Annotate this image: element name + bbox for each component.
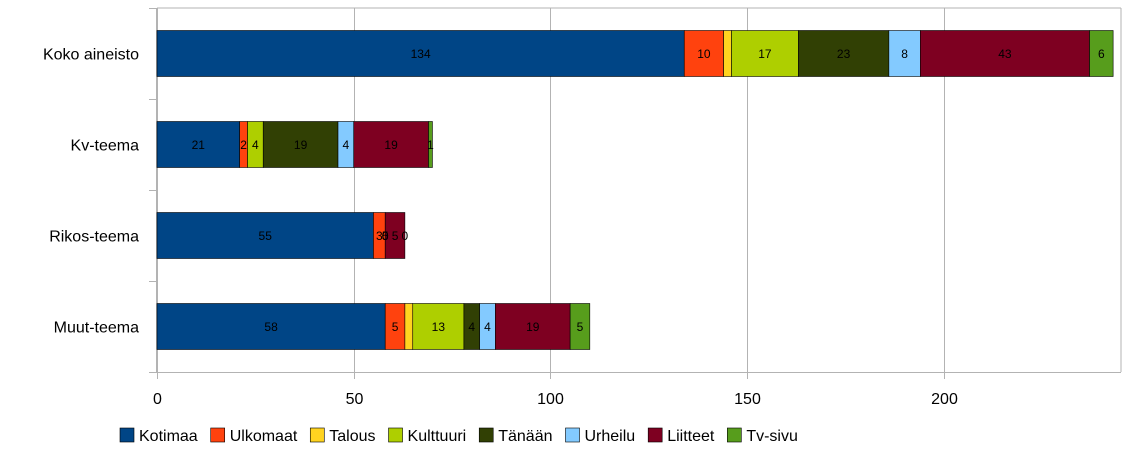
data-label-kotimaa-3: 58 bbox=[264, 320, 278, 334]
x-tick-label-0: 0 bbox=[153, 391, 162, 408]
legend-label-3: Kulttuuri bbox=[408, 428, 467, 445]
data-label-kulttuuri-2: 0 bbox=[382, 229, 389, 243]
data-label-tv-sivu-2: 0 bbox=[402, 229, 409, 243]
x-tick-label-1: 50 bbox=[346, 391, 364, 408]
bar-t-n-n-1 bbox=[262, 121, 339, 168]
legend-label-6: Liitteet bbox=[667, 428, 715, 445]
legend-label-0: Kotimaa bbox=[139, 428, 198, 445]
legend-label-5: Urheilu bbox=[585, 428, 636, 445]
bar-talous-3 bbox=[404, 303, 414, 350]
data-label-kulttuuri-0: 17 bbox=[758, 47, 772, 61]
legend-label-4: Tänään bbox=[498, 428, 552, 445]
data-label-t-n-n-1: 19 bbox=[294, 138, 308, 152]
data-label-kulttuuri-1: 4 bbox=[252, 138, 259, 152]
data-label-talous-2: 0 bbox=[382, 229, 389, 243]
data-label-kotimaa-1: 21 bbox=[192, 138, 206, 152]
legend-label-1: Ulkomaat bbox=[230, 428, 298, 445]
bar-talous-0 bbox=[723, 30, 732, 77]
data-label-urheilu-1: 4 bbox=[343, 138, 350, 152]
bars bbox=[156, 30, 1114, 350]
data-label-liitteet-1: 19 bbox=[384, 138, 398, 152]
data-label-ulkomaat-1: 2 bbox=[240, 138, 247, 152]
data-label-kotimaa-0: 134 bbox=[411, 47, 431, 61]
bar-liitteet-3 bbox=[495, 303, 571, 350]
x-tick-label-2: 100 bbox=[537, 391, 564, 408]
data-label-t-n-n-2: 5 bbox=[382, 229, 389, 243]
legend-label-7: Tv-sivu bbox=[746, 428, 798, 445]
x-tick-label-4: 200 bbox=[931, 391, 958, 408]
category-label-0: Koko aineisto bbox=[43, 47, 139, 64]
legend-swatch-6 bbox=[647, 427, 663, 443]
legend-swatch-3 bbox=[388, 427, 403, 443]
data-label-tv-sivu-0: 6 bbox=[1098, 47, 1105, 61]
data-label-kulttuuri-3: 13 bbox=[432, 320, 446, 334]
category-label-1: Kv-teema bbox=[71, 138, 140, 155]
bar-tv-sivu-1 bbox=[428, 121, 433, 168]
legend-swatch-1 bbox=[210, 427, 226, 443]
data-label-urheilu-0: 8 bbox=[901, 47, 908, 61]
data-label-liitteet-3: 19 bbox=[526, 320, 540, 334]
bar-ulkomaat-0 bbox=[683, 30, 724, 77]
bar-liitteet-2 bbox=[384, 212, 406, 259]
data-label-ulkomaat-0: 10 bbox=[697, 47, 711, 61]
data-label-kotimaa-2: 55 bbox=[259, 229, 273, 243]
bar-tv-sivu-3 bbox=[569, 303, 591, 350]
data-label-liitteet-0: 43 bbox=[998, 47, 1012, 61]
legend-swatch-4 bbox=[478, 427, 494, 443]
legend-swatch-0 bbox=[119, 427, 135, 443]
bar-t-n-n-0 bbox=[798, 30, 890, 77]
legend-swatch-7 bbox=[727, 427, 742, 443]
category-label-2: Rikos-teema bbox=[49, 229, 139, 246]
data-label-tv-sivu-3: 5 bbox=[577, 320, 584, 334]
data-label-tv-sivu-1: 1 bbox=[427, 138, 434, 152]
legend: Kotimaa Ulkomaat Talous Kulttuuri Tänään Urhe… bbox=[119, 427, 798, 445]
bar-liitteet-1 bbox=[353, 121, 429, 168]
bar-kotimaa-0 bbox=[156, 30, 685, 77]
legend-swatch-2 bbox=[309, 427, 325, 443]
data-label-t-n-n-3: 4 bbox=[468, 320, 475, 334]
data-label-liitteet-2: 5 bbox=[392, 229, 399, 243]
bar-kotimaa-3 bbox=[156, 303, 386, 350]
bar-kulttuuri-3 bbox=[412, 303, 465, 350]
legend-label-2: Talous bbox=[329, 428, 375, 445]
x-tick-label-3: 150 bbox=[734, 391, 761, 408]
data-label-ulkomaat-2: 3 bbox=[376, 229, 383, 243]
bar-liitteet-0 bbox=[920, 30, 1090, 77]
data-label-ulkomaat-3: 5 bbox=[392, 320, 399, 334]
category-label-3: Muut-teema bbox=[54, 320, 139, 337]
data-label-urheilu-2: 0 bbox=[382, 229, 389, 243]
bar-tv-sivu-0 bbox=[1089, 30, 1114, 77]
data-label-t-n-n-0: 23 bbox=[837, 47, 851, 61]
bar-urheilu-0 bbox=[888, 30, 921, 77]
legend-swatch-5 bbox=[565, 427, 580, 443]
data-label-urheilu-3: 4 bbox=[484, 320, 491, 334]
bar-kotimaa-1 bbox=[156, 121, 240, 168]
